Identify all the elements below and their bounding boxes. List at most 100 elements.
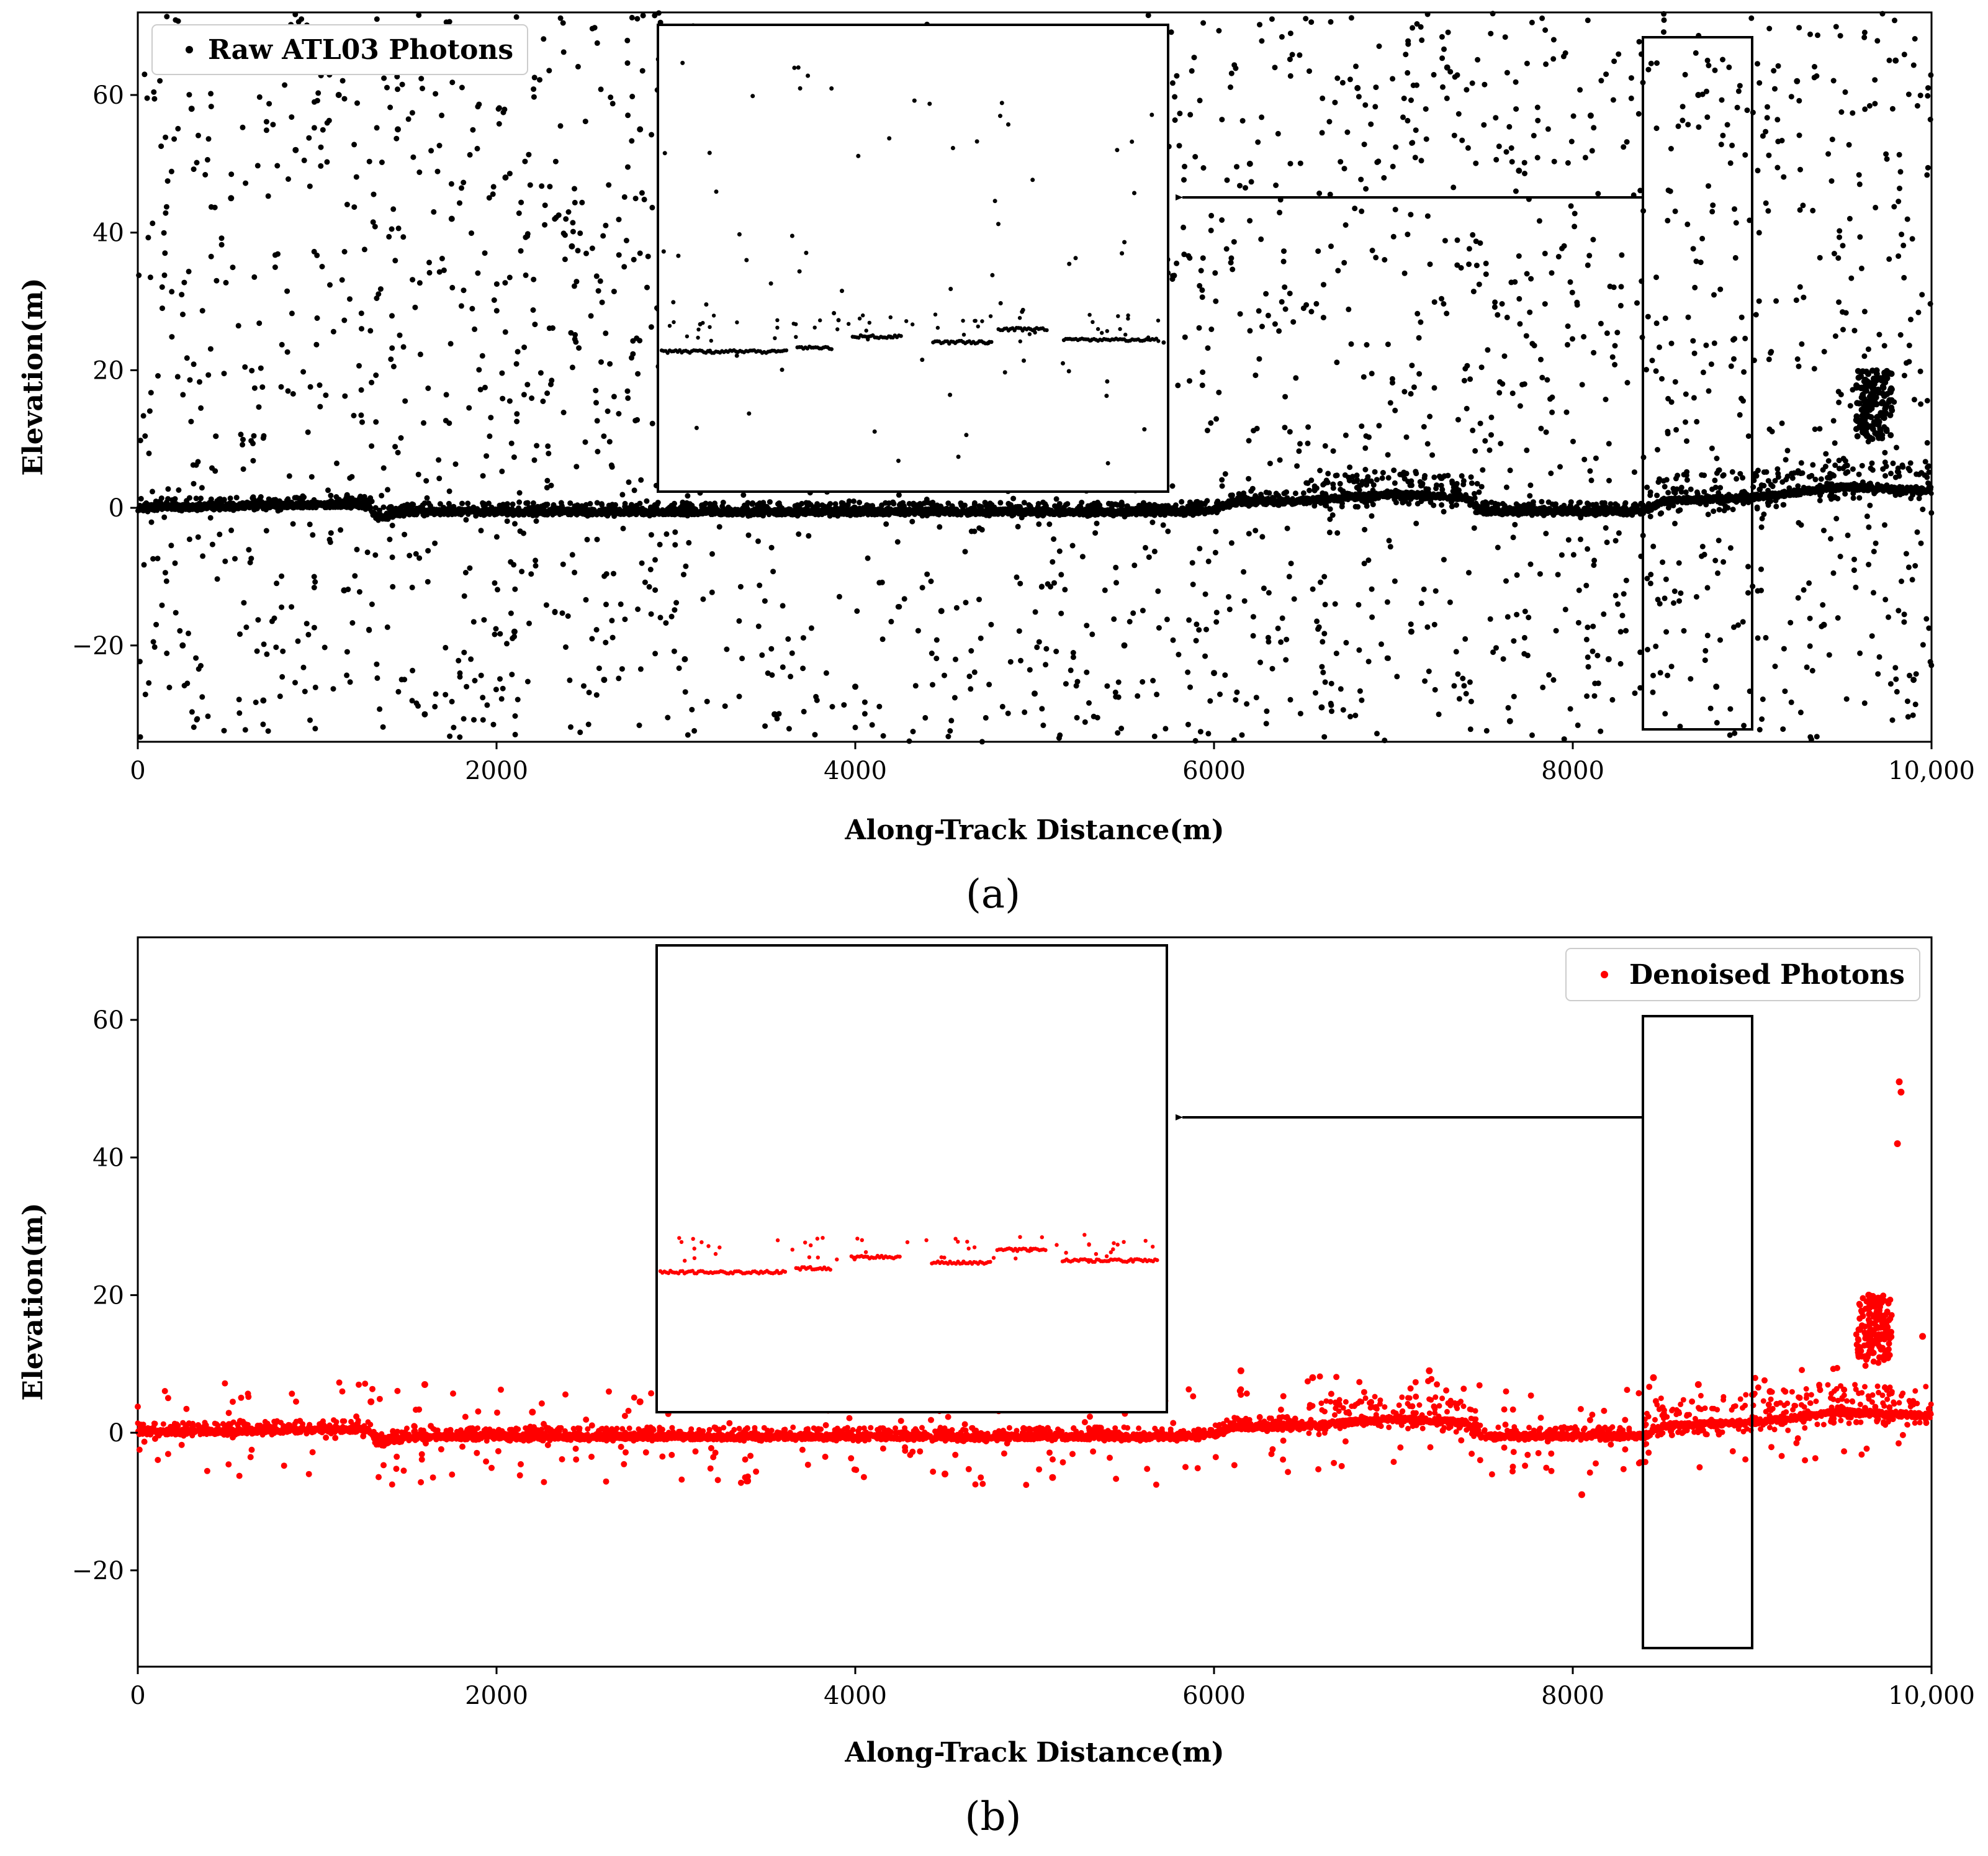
scatter-point — [1473, 509, 1479, 515]
scatter-point — [1456, 487, 1462, 493]
scatter-point — [1586, 507, 1593, 513]
scatter-point — [468, 656, 474, 662]
scatter-point — [1480, 500, 1486, 506]
scatter-point — [1694, 496, 1700, 502]
scatter-point — [840, 500, 846, 507]
scatter-point — [1613, 507, 1619, 513]
scatter-point — [441, 505, 447, 511]
scatter-point — [997, 500, 1004, 506]
scatter-point — [622, 509, 628, 515]
scatter-point — [1608, 501, 1614, 507]
scatter-point — [1739, 489, 1745, 495]
scatter-point — [1005, 511, 1011, 517]
scatter-point — [488, 508, 494, 515]
scatter-point — [493, 510, 500, 516]
scatter-point — [603, 511, 609, 518]
scatter-point — [451, 503, 457, 510]
scatter-point — [759, 511, 765, 517]
scatter-point — [1665, 490, 1671, 496]
scatter-point — [1716, 467, 1722, 474]
scatter-point — [1913, 484, 1919, 490]
scatter-point — [685, 513, 691, 519]
scatter-point — [861, 505, 866, 511]
scatter-point — [1823, 451, 1829, 457]
scatter-point — [1109, 501, 1115, 507]
scatter-point — [1865, 371, 1871, 377]
scatter-point — [1311, 503, 1318, 509]
scatter-point — [962, 502, 968, 508]
scatter-point — [1824, 480, 1830, 487]
scatter-point — [757, 582, 763, 588]
scatter-point — [1040, 499, 1046, 505]
scatter-point — [1662, 595, 1668, 601]
scatter-point — [1619, 506, 1625, 512]
scatter-point — [1460, 482, 1467, 487]
scatter-point — [639, 510, 645, 516]
scatter-point — [760, 500, 767, 506]
scatter-point — [171, 506, 178, 512]
scatter-point — [579, 503, 585, 509]
scatter-point — [1664, 497, 1670, 503]
scatter-point — [1781, 502, 1787, 508]
scatter-point — [1246, 503, 1252, 509]
scatter-point — [1015, 523, 1021, 529]
scatter-point — [861, 510, 868, 516]
scatter-point — [907, 507, 914, 513]
scatter-point — [750, 508, 757, 514]
scatter-point — [1820, 484, 1826, 490]
scatter-point — [1856, 471, 1862, 477]
scatter-point — [1105, 507, 1111, 513]
scatter-point — [1208, 327, 1215, 332]
scatter-point — [912, 503, 918, 510]
scatter-point — [1655, 479, 1662, 485]
scatter-point — [1041, 510, 1047, 516]
scatter-point — [710, 503, 716, 510]
scatter-point — [328, 492, 334, 498]
scatter-point — [1854, 433, 1861, 439]
scatter-point — [1545, 499, 1552, 505]
scatter-point — [158, 503, 164, 510]
scatter-point — [473, 513, 479, 519]
scatter-point — [838, 508, 844, 515]
scatter-point — [517, 528, 523, 534]
scatter-point — [1185, 506, 1191, 511]
scatter-point — [516, 505, 522, 511]
scatter-point — [809, 508, 815, 514]
scatter-point — [1374, 477, 1380, 483]
scatter-point — [1534, 511, 1540, 517]
scatter-point — [1354, 472, 1360, 479]
scatter-point — [1195, 503, 1201, 510]
scatter-point — [1659, 499, 1665, 505]
scatter-point — [1860, 368, 1866, 375]
scatter-point — [510, 501, 516, 507]
scatter-point — [782, 508, 788, 515]
scatter-point — [1422, 678, 1428, 684]
scatter-point — [1872, 489, 1878, 494]
scatter-point — [1654, 492, 1660, 498]
scatter-point — [1282, 306, 1289, 312]
scatter-point — [1056, 503, 1062, 509]
scatter-point — [1753, 494, 1760, 500]
scatter-point — [1704, 633, 1711, 639]
scatter-point — [1483, 260, 1489, 266]
scatter-point — [1550, 512, 1557, 518]
scatter-point — [428, 503, 433, 509]
scatter-point — [199, 505, 205, 511]
scatter-point — [1185, 669, 1191, 675]
scatter-point — [1832, 494, 1838, 500]
scatter-point — [1678, 489, 1684, 495]
scatter-point — [1891, 489, 1897, 495]
scatter-point — [372, 505, 379, 511]
scatter-point — [421, 500, 428, 507]
scatter-point — [568, 507, 574, 513]
scatter-point — [1271, 502, 1277, 508]
scatter-point — [1445, 29, 1451, 35]
scatter-point — [1868, 405, 1875, 412]
scatter-point — [918, 503, 924, 509]
scatter-point — [1797, 488, 1803, 494]
scatter-point — [1710, 498, 1716, 504]
scatter-point — [324, 159, 330, 165]
scatter-point — [1783, 477, 1789, 483]
scatter-point — [158, 143, 164, 150]
scatter-point — [544, 511, 551, 518]
